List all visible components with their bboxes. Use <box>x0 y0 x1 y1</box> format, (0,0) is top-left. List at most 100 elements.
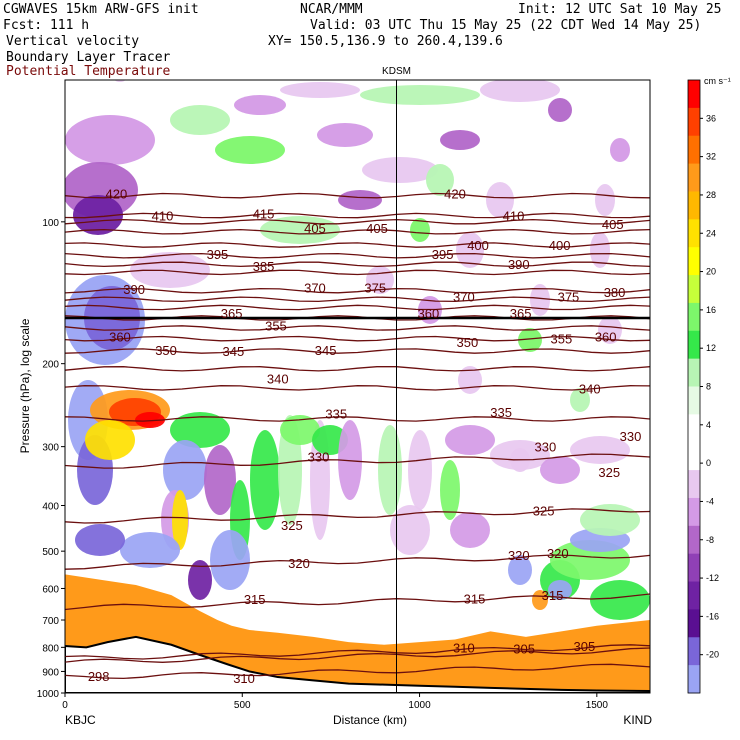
header-line5-left: Potential Temperature <box>6 64 171 79</box>
velocity-blob <box>390 505 430 555</box>
velocity-blob <box>610 138 630 162</box>
theta-label: 305 <box>513 642 535 657</box>
header-line1-left: CGWAVES 15km ARW-GFS init <box>3 2 199 17</box>
velocity-blob <box>590 232 610 268</box>
colorbar-swatch <box>688 470 700 499</box>
velocity-blob <box>172 490 188 550</box>
x-tick-label: 0 <box>62 700 68 711</box>
colorbar-swatch <box>688 414 700 443</box>
colorbar-swatch <box>688 275 700 304</box>
colorbar-swatch <box>688 302 700 332</box>
velocity-blob <box>408 430 432 510</box>
velocity-blob <box>73 195 123 235</box>
y-tick-label: 900 <box>42 667 59 678</box>
colorbar-swatch <box>688 330 700 360</box>
velocity-blob <box>570 388 590 412</box>
x-axis-ticks: 0 500 1000 1500 <box>62 693 608 711</box>
theta-label: 325 <box>533 504 555 519</box>
theta-contour-305 <box>65 644 650 660</box>
header-line3-right: XY= 150.5,136.9 to 260.4,139.6 <box>268 34 503 49</box>
velocity-blob <box>163 440 207 500</box>
velocity-blob <box>250 430 280 530</box>
theta-label: 350 <box>155 343 177 358</box>
theta-label: 410 <box>152 209 174 224</box>
colorbar-swatch <box>688 637 700 666</box>
theta-contour-320 <box>65 554 650 570</box>
velocity-blob <box>445 425 495 455</box>
theta-label: 315 <box>464 591 486 606</box>
theta-contour-330 <box>65 453 650 469</box>
theta-contour-420 <box>65 192 650 199</box>
header-line1-center: NCAR/MMM <box>300 2 363 17</box>
velocity-blob <box>508 555 532 585</box>
y-axis-ticks: 100 200 300 400 500 600 700 800 900 1000 <box>37 218 65 700</box>
theta-label: 320 <box>547 546 569 561</box>
colorbar-tick-label: -12 <box>706 573 719 583</box>
colorbar-swatch <box>688 219 700 248</box>
theta-label: 360 <box>418 306 440 321</box>
x-tick-label: 1000 <box>408 700 431 711</box>
velocity-blob <box>548 98 572 122</box>
theta-label: 330 <box>620 429 642 444</box>
theta-label: 390 <box>123 282 145 297</box>
velocity-blob <box>260 216 340 244</box>
velocity-blob <box>170 412 230 448</box>
velocity-blob <box>280 82 360 98</box>
theta-label: 380 <box>604 285 626 300</box>
theta-label: 395 <box>432 247 454 262</box>
theta-label: 390 <box>508 257 530 272</box>
x-axis-label: Distance (km) <box>333 713 407 727</box>
theta-label: 385 <box>253 259 275 274</box>
velocity-blob <box>595 184 615 216</box>
theta-contour-410 <box>65 218 650 225</box>
theta-label: 330 <box>535 440 557 455</box>
colorbar-swatch <box>688 553 700 583</box>
theta-label: 315 <box>542 588 564 603</box>
velocity-blob <box>480 80 560 102</box>
velocity-blob <box>598 316 622 344</box>
colorbar-swatch <box>688 191 700 220</box>
velocity-blob <box>234 95 286 115</box>
velocity-blob <box>450 512 490 548</box>
theta-labels: 420 410 415 405 405 420 410 405 395 385 400 395 390 4… <box>88 186 642 686</box>
velocity-blob <box>280 415 320 445</box>
colorbar-tick-label: 32 <box>706 152 716 162</box>
colorbar-tick-label: 20 <box>706 267 716 277</box>
header-line2-right: Valid: 03 UTC Thu 15 May 25 (22 CDT Wed … <box>310 18 702 33</box>
colorbar-tick-label: -8 <box>706 535 714 545</box>
colorbar-swatch <box>688 525 700 555</box>
colorbar-swatch <box>688 358 700 387</box>
velocity-blob <box>570 436 630 464</box>
theta-contour-298 <box>65 663 650 680</box>
y-tick-label: 600 <box>42 584 59 595</box>
colorbar-tick-label: -4 <box>706 496 714 506</box>
theta-label: 370 <box>304 281 326 296</box>
theta-label: 360 <box>595 329 617 344</box>
colorbar-tick-label: 24 <box>706 228 716 238</box>
theta-contour-345 <box>65 366 650 372</box>
colorbar-swatch <box>688 497 700 527</box>
velocity-blob <box>338 190 382 210</box>
colorbar: 36 32 28 24 20 16 12 8 4 0 -4 -8 -12 -16 -20 <box>687 79 719 694</box>
theta-contour-390 <box>65 261 650 268</box>
velocity-blob <box>426 164 454 196</box>
velocity-blob <box>338 420 362 500</box>
theta-contour-415 <box>65 212 650 219</box>
theta-label: 375 <box>364 281 386 296</box>
theta-label: 325 <box>598 465 620 480</box>
velocity-blob <box>188 560 212 600</box>
theta-label: 325 <box>281 518 303 533</box>
theta-label: 320 <box>288 556 310 571</box>
velocity-blob <box>540 456 580 484</box>
colorbar-swatch <box>688 247 700 276</box>
velocity-blob <box>210 530 250 590</box>
velocity-blob <box>75 524 125 556</box>
velocity-blob <box>362 157 438 183</box>
velocity-blob <box>204 445 236 515</box>
theta-label: 400 <box>467 238 489 253</box>
y-tick-label: 100 <box>42 218 59 229</box>
velocity-blob <box>130 252 210 288</box>
theta-contour-380 <box>65 287 650 294</box>
velocity-blob <box>518 328 542 352</box>
theta-label: 415 <box>253 206 275 221</box>
